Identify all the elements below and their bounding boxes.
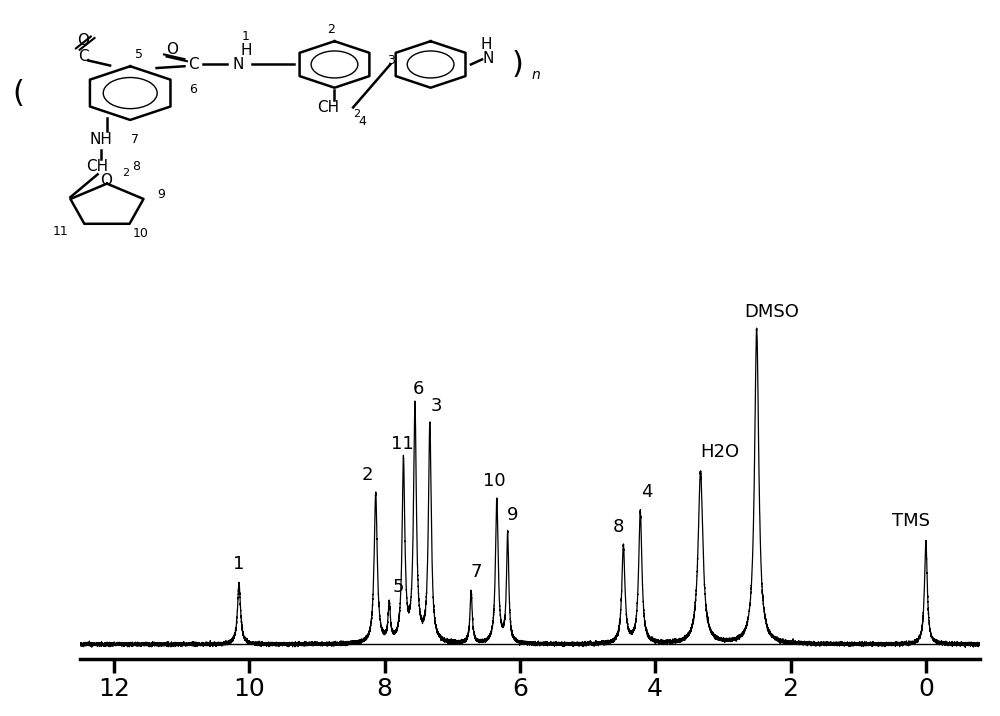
Text: O: O: [166, 42, 178, 57]
Text: 10: 10: [133, 227, 149, 241]
Text: 3: 3: [387, 54, 395, 67]
Text: C: C: [188, 57, 199, 72]
Text: 9: 9: [157, 188, 165, 201]
Text: ): ): [511, 50, 523, 79]
Text: 4: 4: [358, 115, 366, 127]
Text: O: O: [77, 33, 89, 47]
Text: 1: 1: [233, 555, 245, 573]
Text: 2: 2: [353, 109, 360, 119]
Text: n: n: [532, 68, 540, 82]
Text: (: (: [13, 79, 25, 107]
Text: 11: 11: [53, 225, 69, 238]
Text: 6: 6: [189, 83, 197, 96]
Text: DMSO: DMSO: [744, 303, 799, 321]
Text: 11: 11: [391, 435, 414, 453]
Text: 6: 6: [413, 380, 424, 398]
Text: 10: 10: [483, 472, 506, 490]
Text: H: H: [240, 43, 252, 57]
Text: 7: 7: [131, 133, 139, 146]
Text: TMS: TMS: [892, 512, 930, 530]
Text: 1: 1: [242, 30, 250, 43]
Text: 3: 3: [430, 397, 442, 415]
Text: 8: 8: [132, 160, 140, 173]
Text: 8: 8: [612, 518, 624, 536]
Text: N: N: [483, 51, 494, 65]
Text: 4: 4: [641, 483, 653, 501]
Text: NH: NH: [89, 132, 112, 147]
Text: 2: 2: [327, 23, 335, 36]
Text: 5: 5: [136, 48, 144, 61]
Text: N: N: [233, 57, 244, 72]
Text: 2: 2: [361, 466, 373, 484]
Text: H2O: H2O: [700, 443, 739, 461]
Text: 9: 9: [507, 506, 519, 524]
Text: CH: CH: [87, 159, 109, 174]
Text: CH: CH: [317, 100, 339, 115]
Text: 2: 2: [122, 168, 129, 178]
Text: H: H: [481, 37, 492, 52]
Text: O: O: [100, 173, 112, 188]
Text: 7: 7: [470, 563, 482, 581]
Text: C: C: [78, 49, 89, 64]
Text: 5: 5: [392, 578, 404, 596]
